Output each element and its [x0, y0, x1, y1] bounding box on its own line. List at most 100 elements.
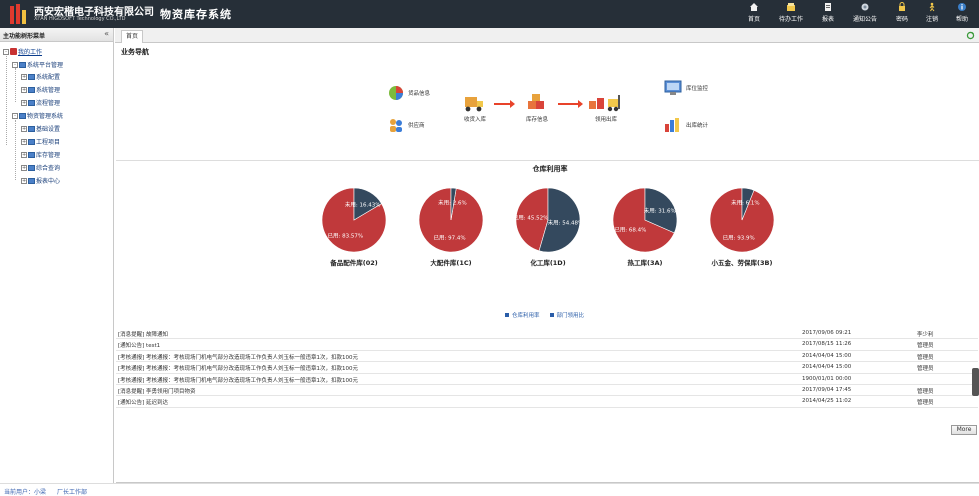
message-row[interactable]: [消息提醒] 李勇领用门项目物资 2017/09/04 17:45 管理员 [116, 385, 978, 397]
tree-item-label[interactable]: 系统配置 [36, 74, 61, 81]
tree-root-my-work[interactable]: - 我的工作 [3, 46, 42, 57]
tree-item-reports[interactable]: + 报表中心 [21, 175, 60, 186]
message-sender: 管理员 [917, 354, 934, 361]
tree-expand-icon[interactable]: + [21, 86, 27, 93]
nav-password[interactable]: 密码 [889, 2, 915, 28]
app-title: 物资库存系统 [160, 8, 232, 21]
tree-item-query[interactable]: + 综合查询 [21, 162, 60, 173]
folder-icon [28, 138, 35, 145]
tree-expand-icon[interactable]: + [21, 99, 27, 106]
message-text[interactable]: [通知公告] test1 [118, 343, 161, 350]
outbound-stats-link[interactable]: 出库统计 [664, 117, 708, 133]
location-monitor-link[interactable]: 库位监控 [664, 80, 708, 96]
nav-help[interactable]: 帮助 [949, 2, 975, 28]
message-text[interactable]: [考核通报] 考核通报：考核现场门机电气部分改造现场工作负责人刘玉标一般违章1次… [118, 366, 359, 373]
tree-collapse-icon[interactable]: - [12, 112, 18, 119]
tree-guide-line [15, 120, 16, 180]
message-row[interactable]: [通知公告] test1 2017/08/15 11:26 管理员 [116, 339, 978, 351]
tree-item-label[interactable]: 报表中心 [36, 178, 61, 185]
tree-item-label[interactable]: 库存管理 [36, 152, 61, 159]
message-row[interactable]: [考核通报] 考核通报：考核现场门机电气部分改造现场工作负责人刘玉标一般违章1次… [116, 374, 978, 385]
forklift-icon [465, 97, 483, 112]
folder-icon [28, 99, 35, 106]
pie-label-used: 已用: 97.4% [434, 235, 466, 242]
tree-expand-icon[interactable]: + [21, 125, 27, 132]
message-date: 2014/04/25 11:02 [802, 398, 852, 405]
legend-entry-usage[interactable]: 仓库利用率 [505, 311, 540, 319]
goods-info-link[interactable]: 货品信息 [388, 85, 430, 101]
tree-item-label[interactable]: 工程项目 [36, 139, 61, 146]
more-button[interactable]: More [951, 425, 977, 435]
message-text[interactable]: [消息提醒] 故障通知 [118, 332, 169, 338]
message-date: 2017/09/06 09:21 [802, 330, 852, 336]
scroll-handle[interactable] [972, 368, 979, 396]
pie-slice-unused[interactable] [353, 187, 382, 221]
collapse-sidebar-button[interactable]: « [104, 29, 109, 38]
nav-report[interactable]: 报表 [815, 2, 841, 28]
tree-expand-icon[interactable]: + [21, 164, 27, 171]
tab-home[interactable]: 首页 [121, 30, 143, 43]
tree-item-projects[interactable]: + 工程项目 [21, 136, 60, 147]
nav-todo[interactable]: 待办工作 [771, 2, 811, 28]
folder-icon [19, 61, 26, 68]
tree-item-system-config[interactable]: + 系统配置 [21, 71, 60, 82]
tree-expand-icon[interactable]: + [21, 177, 27, 184]
tree-expand-icon[interactable]: + [21, 138, 27, 145]
lock-icon [899, 2, 905, 11]
pie-slice-used[interactable] [612, 187, 675, 253]
tree-item-inventory[interactable]: + 库存管理 [21, 149, 60, 160]
tree-guide-line [6, 51, 7, 145]
pie-slice-unused[interactable] [644, 187, 678, 234]
pie-slice-used[interactable] [515, 187, 549, 252]
tree-item-label[interactable]: 流程管理 [36, 100, 61, 107]
goods-info-icon [389, 86, 403, 100]
message-sender: 管理员 [917, 343, 934, 350]
top-navigation: 首页 待办工作 报表 通知公告 密码 注销 帮助 [737, 2, 975, 28]
stock-link[interactable]: 库存信息 [525, 93, 549, 123]
receive-link[interactable]: 收货入库 [463, 93, 487, 123]
tree-item-label[interactable]: 系统管理 [36, 87, 61, 94]
company-name-cn: 西安宏楷电子科技有限公司 [34, 7, 154, 18]
message-date: 2014/04/04 15:00 [802, 352, 852, 359]
pie-slice-unused[interactable] [741, 187, 755, 221]
tree-item-workflow[interactable]: + 流程管理 [21, 97, 60, 108]
tree-group-materials[interactable]: - 物资管理系统 [12, 110, 63, 121]
nav-logout[interactable]: 注销 [919, 2, 945, 28]
tree-collapse-icon[interactable]: - [3, 48, 9, 55]
tree-expand-icon[interactable]: + [21, 151, 27, 158]
message-date: 2017/08/15 11:26 [802, 341, 852, 348]
nav-home[interactable]: 首页 [741, 2, 767, 28]
issue-label: 领用出库 [594, 117, 617, 123]
message-text[interactable]: [通知公告] 延迟到达 [118, 400, 169, 407]
tree-group-system-platform[interactable]: - 系统平台管理 [12, 59, 63, 70]
tree-group-label[interactable]: 物资管理系统 [27, 113, 64, 120]
message-row[interactable]: [消息提醒] 故障通知 2017/09/06 09:21 李少利 [116, 328, 978, 340]
pie-label-unused: 未用: 6.1% [731, 199, 760, 207]
message-row[interactable]: [考核通报] 考核通报：考核现场门机电气部分改造现场工作负责人刘玉标一般违章1次… [116, 351, 978, 363]
tree-item-system-manage[interactable]: + 系统管理 [21, 84, 60, 95]
legend-entry-dept[interactable]: 部门领用比 [549, 311, 584, 319]
pie-slice-unused[interactable] [538, 187, 581, 253]
refresh-icon[interactable] [966, 31, 975, 40]
message-text[interactable]: [考核通报] 考核通报：考核现场门机电气部分改造现场工作负责人刘玉标一般违章1次… [118, 354, 359, 361]
supplier-link[interactable]: 供应商 [388, 117, 425, 133]
tree-item-label[interactable]: 综合查询 [36, 165, 61, 172]
message-text[interactable]: [消息提醒] 李勇领用门项目物资 [118, 388, 196, 395]
tree-collapse-icon[interactable]: - [12, 61, 18, 68]
message-text[interactable]: [考核通报] 考核通报：考核现场门机电气部分改造现场工作负责人刘玉标一般违章1次… [118, 377, 359, 384]
tree-item-label[interactable]: 基础设置 [36, 126, 61, 133]
goods-info-label: 货品信息 [408, 91, 431, 97]
pie-slice-unused[interactable] [450, 187, 457, 221]
message-row[interactable]: [考核通报] 考核通报：考核现场门机电气部分改造现场工作负责人刘玉标一般违章1次… [116, 362, 978, 374]
tree-item-basic-settings[interactable]: + 基础设置 [21, 123, 60, 134]
chart-title: 仓库利用率 [532, 165, 568, 173]
tree-root-label[interactable]: 我的工作 [18, 49, 43, 56]
nav-notice[interactable]: 通知公告 [845, 2, 885, 28]
issue-forklift-icon [589, 95, 620, 112]
folder-icon [28, 86, 35, 93]
message-row[interactable]: [通知公告] 延迟到达 2014/04/25 11:02 管理员 [116, 396, 978, 408]
issue-link[interactable]: 领用出库 [588, 93, 624, 123]
report-icon [825, 3, 831, 11]
tree-group-label[interactable]: 系统平台管理 [27, 62, 64, 69]
tree-expand-icon[interactable]: + [21, 73, 27, 80]
